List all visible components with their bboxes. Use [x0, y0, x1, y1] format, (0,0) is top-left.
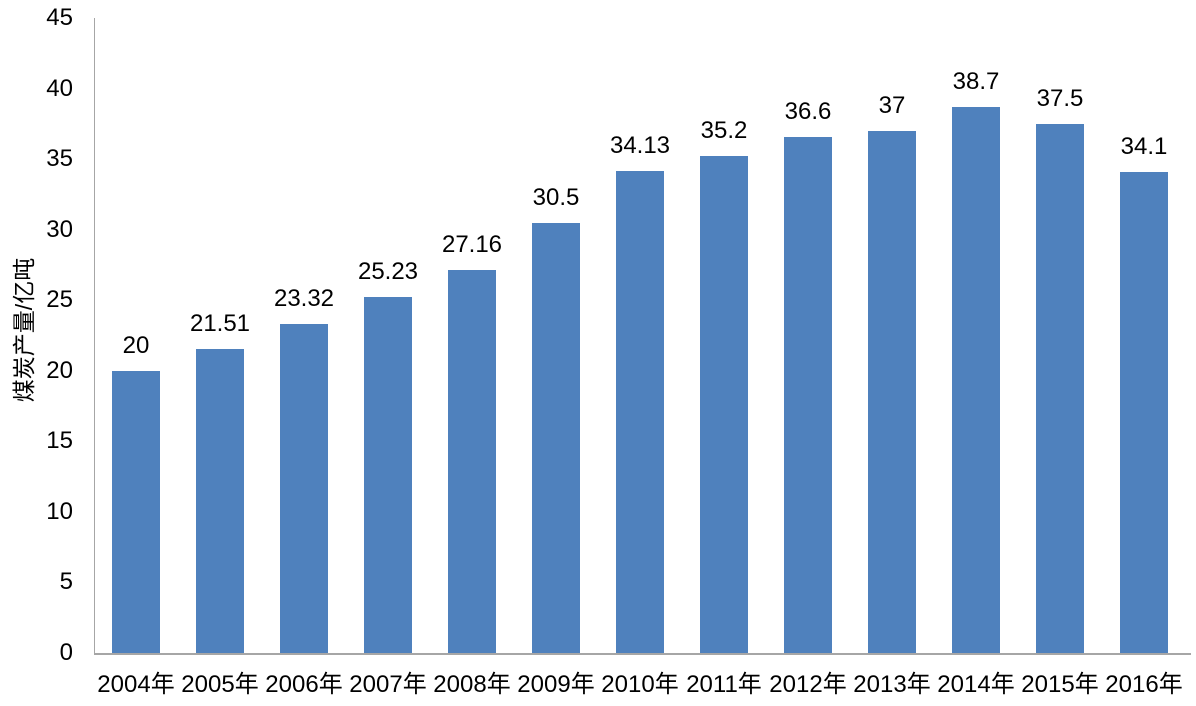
bar-value-label: 23.32	[273, 284, 335, 312]
bar-2015年	[1036, 123, 1084, 653]
x-axis-category-label: 2015年	[1021, 671, 1099, 698]
y-axis-tick-label: 45	[46, 4, 73, 31]
bar-2014年	[952, 106, 1000, 653]
x-axis-category-label: 2014年	[937, 671, 1015, 698]
bar-value-label: 30.5	[532, 183, 580, 211]
y-axis-tick-label: 20	[46, 356, 73, 384]
y-axis-tick-label: 35	[46, 145, 73, 173]
y-axis-tick-label: 5	[59, 568, 73, 596]
x-axis-category-label: 2012年	[769, 671, 847, 698]
bar-2016年	[1120, 171, 1168, 653]
bar-2009年	[532, 222, 580, 653]
x-axis-category-label: 2006年	[265, 671, 343, 698]
y-axis-tick-label: 30	[46, 215, 73, 243]
x-axis-category-label: 2004年	[97, 671, 175, 698]
bar-2006年	[280, 323, 328, 653]
bar-2013年	[868, 130, 916, 653]
x-axis-category-label: 2011年	[686, 671, 762, 698]
bar-2012年	[784, 136, 832, 653]
bar-2008年	[448, 269, 496, 653]
bar-value-label: 34.13	[609, 132, 671, 160]
bar-value-label: 36.6	[784, 97, 832, 125]
bar-value-label: 27.16	[441, 230, 503, 258]
x-axis-category-label: 2009年	[517, 671, 595, 698]
y-axis-tick-label: 40	[46, 74, 73, 102]
y-axis-tick-label: 10	[46, 497, 73, 525]
x-axis-category-label: 2007年	[349, 671, 427, 698]
bar-value-label: 37.5	[1036, 84, 1084, 112]
x-axis-category-label: 2016年	[1105, 671, 1183, 698]
bar-value-label: 34.1	[1120, 132, 1168, 160]
y-axis-tick-label: 25	[46, 286, 73, 314]
x-axis-category-label: 2010年	[601, 671, 679, 698]
bar-2005年	[196, 349, 244, 653]
x-axis-category-label: 2013年	[853, 671, 931, 698]
bar-value-label: 37	[878, 91, 906, 119]
bar-value-label: 25.23	[357, 257, 419, 285]
y-axis-tick-label: 0	[59, 639, 73, 666]
y-axis-tick-label: 15	[46, 427, 73, 455]
bar-value-label: 21.51	[189, 310, 251, 338]
bar-2004年	[112, 370, 160, 653]
x-axis-category-label: 2005年	[181, 671, 259, 698]
x-axis-category-label: 2008年	[433, 671, 511, 698]
bar-value-label: 38.7	[952, 67, 1000, 95]
bar-2007年	[364, 296, 412, 653]
bar-value-label: 20	[122, 331, 150, 359]
bar-2011年	[700, 156, 748, 653]
bar-2010年	[616, 171, 664, 653]
bar-value-label: 35.2	[700, 117, 748, 145]
plot-area	[94, 18, 1191, 655]
